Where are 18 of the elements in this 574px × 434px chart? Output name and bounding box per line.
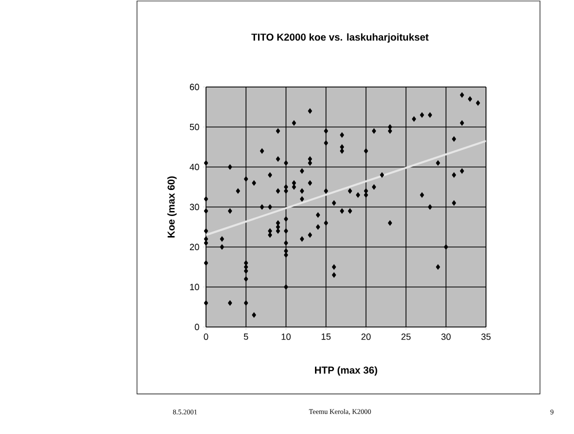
x-tick-label: 0	[204, 334, 208, 340]
x-tick-label: 20	[361, 334, 371, 340]
y-tick-label: 50	[190, 124, 200, 130]
chart-title: TITO K2000 koe vs. laskuharjoitukset	[251, 33, 429, 43]
y-tick-label: 0	[194, 324, 200, 330]
x-tick-label: 5	[244, 334, 248, 340]
y-axis-title: Koe (max 60)	[167, 176, 177, 238]
x-tick-label: 30	[441, 334, 451, 340]
x-tick-label: 35	[481, 334, 491, 340]
y-tick-label: 10	[190, 284, 200, 290]
y-tick-label: 30	[190, 204, 200, 210]
x-axis-title: HTP (max 36)	[314, 366, 378, 376]
x-tick-label: 10	[282, 334, 291, 340]
y-tick-label: 20	[190, 244, 200, 250]
y-tick-label: 60	[190, 84, 200, 90]
x-tick-label: 25	[401, 334, 411, 340]
x-tick-label: 15	[322, 334, 331, 340]
y-tick-label: 40	[190, 164, 200, 170]
